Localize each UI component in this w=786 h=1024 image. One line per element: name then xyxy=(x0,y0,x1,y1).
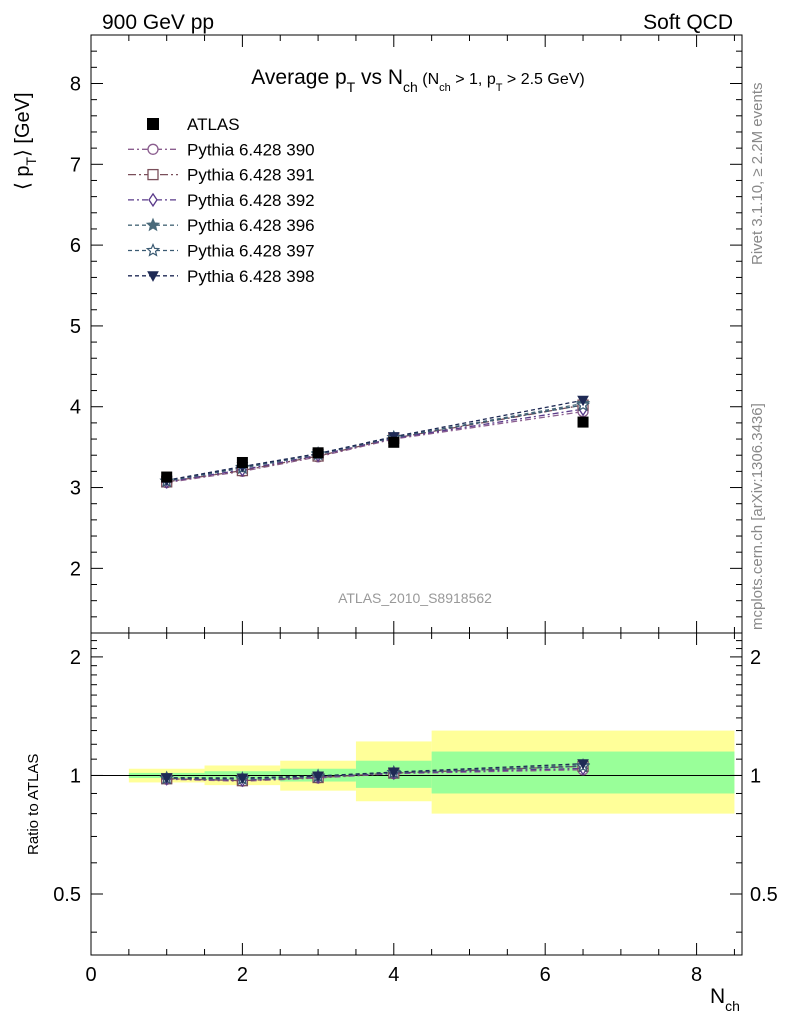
legend-marker xyxy=(147,168,159,181)
y-tick-label: 4 xyxy=(70,397,81,419)
ratio-frame xyxy=(90,632,743,956)
data-point xyxy=(160,773,173,784)
ratio-y-tick-label: 1 xyxy=(70,765,81,787)
legend-marker xyxy=(147,271,159,282)
y-tick-label: 6 xyxy=(70,235,81,257)
y-tick-label: 8 xyxy=(70,73,81,95)
data-point xyxy=(312,771,324,782)
atlas-data-point xyxy=(577,416,589,428)
atlas-data-point xyxy=(388,436,400,448)
legend-label: Pythia 6.428 390 xyxy=(187,140,315,159)
ratio-series-line xyxy=(166,767,584,781)
y-tick-label: 2 xyxy=(70,558,81,580)
legend-label: Pythia 6.428 391 xyxy=(187,166,315,185)
data-point xyxy=(577,395,589,407)
x-tick-label: 8 xyxy=(691,964,702,986)
chart-title: Average pT vs Nch (Nch > 1, pT > 2.5 GeV… xyxy=(251,66,584,95)
data-point xyxy=(387,767,400,779)
ratio-y-tick-label-right: 0.5 xyxy=(750,884,778,906)
y-tick-label: 5 xyxy=(70,316,81,338)
y-axis-label-ratio: Ratio to ATLAS xyxy=(25,754,42,855)
legend-label: Pythia 6.428 398 xyxy=(187,267,315,286)
legend-marker xyxy=(147,118,159,130)
legend-marker xyxy=(145,217,161,232)
legend-label: Pythia 6.428 396 xyxy=(187,216,315,235)
atlas-data-point xyxy=(161,471,173,483)
x-tick-label: 4 xyxy=(388,964,399,986)
x-axis-label: Nch xyxy=(710,985,740,1014)
data-point xyxy=(577,759,589,770)
y-tick-label: 7 xyxy=(70,154,81,176)
ratio-y-tick-label-right: 1 xyxy=(750,765,761,787)
ratio-y-tick-label: 0.5 xyxy=(53,884,81,906)
legend-label: Pythia 6.428 392 xyxy=(187,191,315,210)
rivet-label: Rivet 3.1.10, ≥ 2.2M events xyxy=(749,83,766,266)
legend: ATLAS Pythia 6.428 390 Pythia 6.428 391 Pyt… xyxy=(128,115,315,286)
header-right: Soft QCD xyxy=(643,11,733,34)
header-left: 900 GeV pp xyxy=(102,11,214,34)
mcplots-label: mcplots.cern.ch [arXiv:1306.3436] xyxy=(749,403,766,630)
legend-marker xyxy=(145,242,161,257)
ratio-y-tick-label: 2 xyxy=(70,647,81,669)
legend-label: ATLAS xyxy=(187,115,240,134)
series-line xyxy=(166,399,584,481)
y-axis-label-main: ⟨ pT⟩ [GeV] xyxy=(12,92,39,190)
series-line xyxy=(166,410,584,484)
atlas-data-point xyxy=(236,456,248,468)
ratio-series-line xyxy=(166,769,584,782)
series-line xyxy=(166,408,584,483)
legend-marker xyxy=(148,192,158,208)
ratio-y-tick-label-right: 2 xyxy=(750,647,761,669)
legend-marker xyxy=(147,143,159,155)
x-tick-label: 6 xyxy=(540,964,551,986)
analysis-tag: ATLAS_2010_S8918562 xyxy=(338,590,492,606)
y-tick-label: 3 xyxy=(70,478,81,500)
data-point xyxy=(236,773,249,785)
x-tick-label: 2 xyxy=(237,964,248,986)
series-line xyxy=(166,404,584,482)
legend-label: Pythia 6.428 397 xyxy=(187,242,315,261)
main-panel: 2 3 4 5 6 7 8 xyxy=(70,34,743,634)
x-tick-label: 0 xyxy=(85,964,96,986)
ratio-panel: 0 2 4 6 8 0.5 0.5 1 1 2 2 xyxy=(53,632,778,986)
atlas-data-point xyxy=(312,447,324,459)
ratio-series-line xyxy=(166,763,584,779)
